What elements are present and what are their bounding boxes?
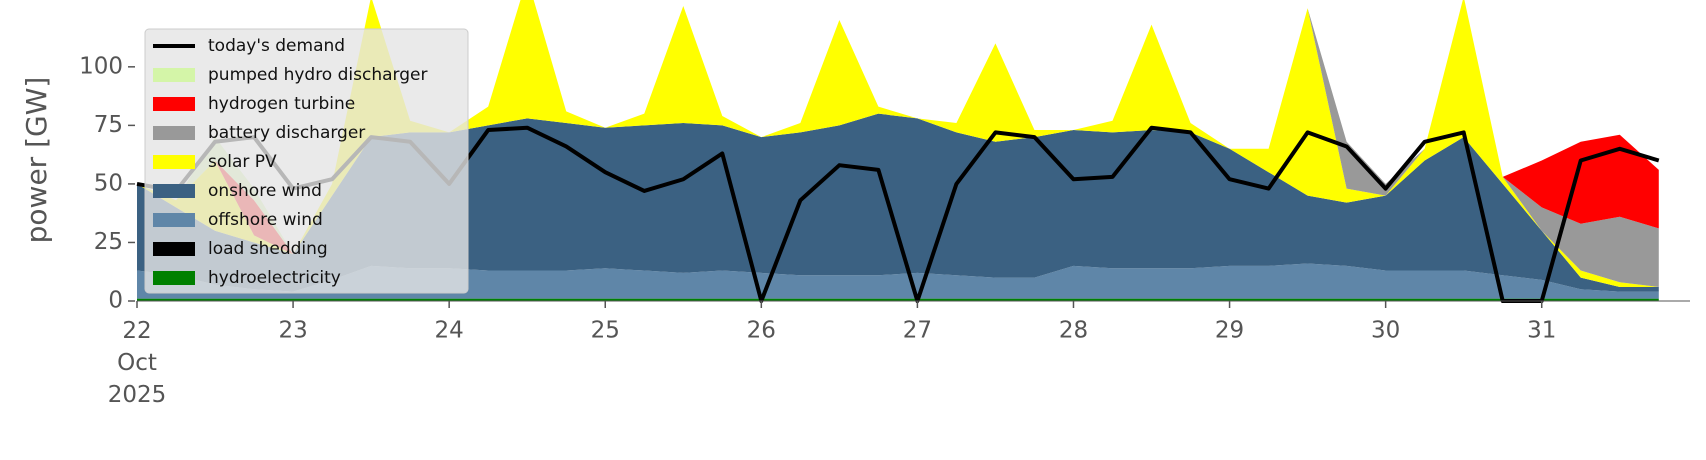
legend-label: battery discharger — [208, 123, 365, 143]
legend-swatch — [153, 155, 195, 169]
legend-label: solar PV — [208, 152, 277, 172]
legend-label: onshore wind — [208, 181, 322, 201]
area — [137, 263, 1659, 299]
y-axis-label: power [GW] — [20, 77, 53, 244]
x-tick-label: 22 Oct 2025 — [108, 318, 167, 408]
x-tick-label: 25 — [591, 318, 620, 344]
x-tick-label: 27 — [903, 318, 932, 344]
legend-swatch — [153, 68, 195, 82]
legend-swatch — [153, 213, 195, 227]
y-tick-label: 75 — [94, 112, 123, 138]
legend-swatch — [153, 242, 195, 256]
x-tick-label: 24 — [435, 318, 464, 344]
y-tick-label: 25 — [94, 229, 123, 255]
x-tick-label: 26 — [747, 318, 776, 344]
y-tick-label: 0 — [108, 288, 123, 314]
legend-label: hydrogen turbine — [208, 94, 355, 114]
x-tick-label: 29 — [1215, 318, 1244, 344]
legend-swatch — [153, 271, 195, 285]
legend-swatch — [153, 184, 195, 198]
legend-label: offshore wind — [208, 210, 323, 230]
x-tick-label: 30 — [1371, 318, 1400, 344]
legend: today's demand pumped hydro discharger hyd… — [144, 28, 469, 294]
legend-swatch — [153, 97, 195, 111]
x-tick-label: 28 — [1059, 318, 1088, 344]
area — [137, 298, 1659, 301]
area — [137, 113, 1659, 292]
x-tick-label: 31 — [1527, 318, 1556, 344]
legend-swatch — [153, 126, 195, 140]
legend-label: pumped hydro discharger — [208, 65, 427, 85]
legend-label: hydroelectricity — [208, 268, 341, 288]
legend-box — [144, 28, 469, 294]
area — [137, 0, 1659, 287]
y-tick-label: 50 — [94, 170, 123, 196]
legend-label: load shedding — [208, 239, 328, 259]
x-tick-label: 23 — [278, 318, 307, 344]
legend-label: today's demand — [208, 36, 345, 56]
y-tick-label: 100 — [79, 53, 123, 79]
